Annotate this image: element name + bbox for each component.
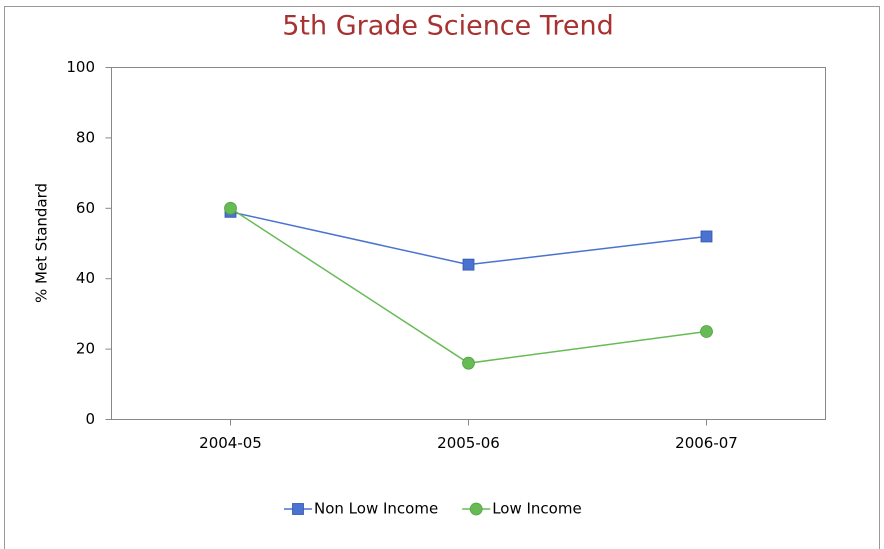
y-tick-label: 0 — [85, 410, 95, 428]
y-tick-label: 60 — [76, 199, 95, 217]
x-tick-label: 2005-06 — [437, 434, 500, 452]
chart-title: 5th Grade Science Trend — [282, 11, 614, 42]
data-point — [462, 356, 475, 370]
legend-marker — [292, 503, 304, 515]
data-point — [700, 325, 713, 338]
y-tick-label: 80 — [76, 128, 95, 146]
x-tick-label: 2006-07 — [675, 434, 738, 452]
legend-label: Low Income — [492, 500, 582, 518]
y-tick-label: 40 — [76, 269, 95, 287]
x-tick-label: 2004-05 — [199, 434, 262, 452]
y-tick-label: 100 — [66, 58, 95, 76]
chart-frame — [4, 6, 880, 549]
legend-label: Non Low Income — [314, 500, 438, 518]
data-point — [462, 258, 475, 271]
data-point — [224, 201, 237, 215]
legend-marker — [469, 502, 483, 516]
y-axis-label: % Met Standard — [33, 183, 51, 303]
data-point — [700, 230, 713, 243]
y-tick-label: 20 — [76, 340, 95, 358]
